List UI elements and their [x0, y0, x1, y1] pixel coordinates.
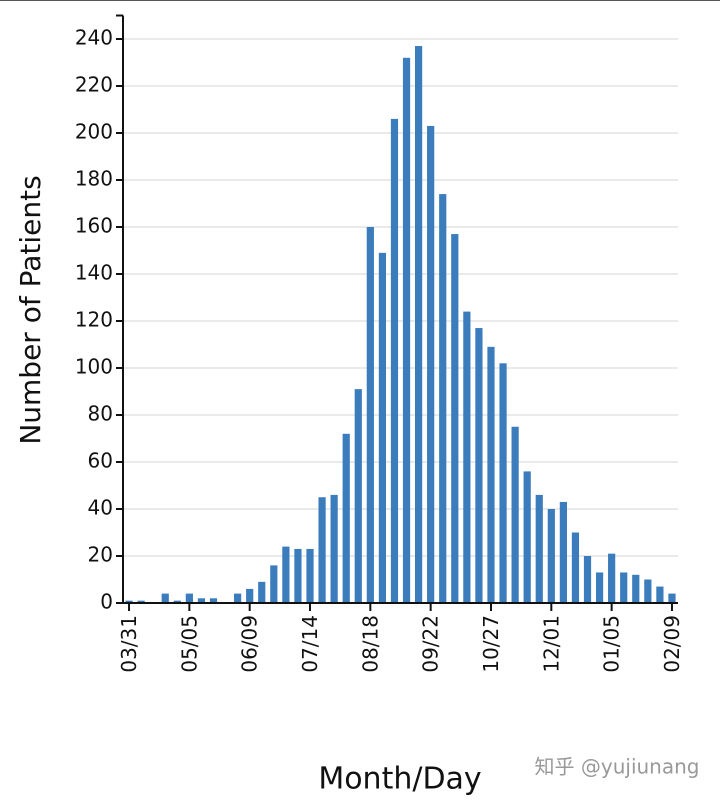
y-tick-label: 80	[88, 402, 113, 426]
x-tick-label: 12/01	[539, 615, 563, 673]
y-axis-label: Number of Patients	[14, 175, 47, 444]
x-tick-label: 01/05	[600, 615, 624, 673]
bar	[366, 227, 374, 603]
bar	[511, 426, 519, 603]
bar	[559, 501, 567, 603]
y-tick-label: 200	[75, 120, 113, 144]
y-tick-label: 100	[75, 355, 113, 379]
x-tick-label: 03/31	[117, 615, 141, 673]
y-tick-label: 160	[75, 214, 113, 238]
bar	[294, 548, 302, 603]
bar	[571, 532, 580, 603]
bar	[402, 57, 411, 604]
x-tick-label: 07/14	[298, 615, 322, 673]
y-tick-label: 120	[75, 308, 113, 332]
x-tick-label: 08/18	[358, 615, 382, 673]
x-tick-label: 05/05	[177, 615, 201, 673]
bar	[209, 598, 218, 603]
y-tick-label: 20	[88, 543, 113, 567]
bar	[137, 600, 145, 603]
watermark: 知乎 @yujiunang	[535, 755, 700, 779]
bar	[246, 588, 254, 603]
y-tick-label: 0	[100, 590, 113, 614]
bar	[632, 574, 640, 603]
bar	[523, 471, 531, 603]
bar	[270, 565, 278, 603]
bar	[234, 593, 242, 603]
x-axis-label: Month/Day	[318, 762, 481, 797]
bar	[487, 346, 495, 603]
bar	[342, 433, 350, 603]
bar	[439, 194, 447, 603]
x-tick-label: 10/27	[479, 615, 503, 673]
bar	[608, 553, 616, 603]
bar	[414, 46, 423, 604]
x-tick-label: 09/22	[419, 615, 443, 673]
bar	[620, 572, 628, 603]
bar	[161, 593, 169, 603]
bar	[282, 546, 290, 603]
bar	[427, 125, 435, 603]
bar	[463, 311, 471, 603]
bar	[173, 600, 181, 603]
bar	[318, 497, 326, 603]
y-tick-label: 140	[75, 261, 113, 285]
bar	[475, 328, 483, 603]
bar	[390, 118, 399, 604]
y-tick-label: 40	[88, 496, 113, 520]
bar	[451, 234, 459, 604]
bar	[656, 586, 664, 603]
bar	[595, 572, 604, 603]
bar	[330, 494, 338, 603]
y-tick-label: 220	[75, 73, 113, 97]
bar	[354, 389, 362, 603]
bar	[668, 593, 676, 603]
bar	[499, 363, 507, 603]
bar	[535, 494, 543, 603]
y-tick-label: 180	[75, 167, 113, 191]
bar	[306, 548, 314, 603]
bar	[583, 556, 592, 603]
x-tick-label: 02/09	[660, 615, 684, 673]
bar	[197, 598, 206, 603]
bar	[185, 593, 193, 603]
y-tick-label: 240	[75, 26, 113, 50]
x-tick-label: 06/09	[238, 615, 262, 673]
bar	[258, 581, 266, 603]
bar	[378, 252, 387, 603]
bar	[125, 600, 133, 603]
bar	[547, 509, 555, 603]
y-tick-label: 60	[88, 449, 113, 473]
bar	[644, 579, 652, 603]
